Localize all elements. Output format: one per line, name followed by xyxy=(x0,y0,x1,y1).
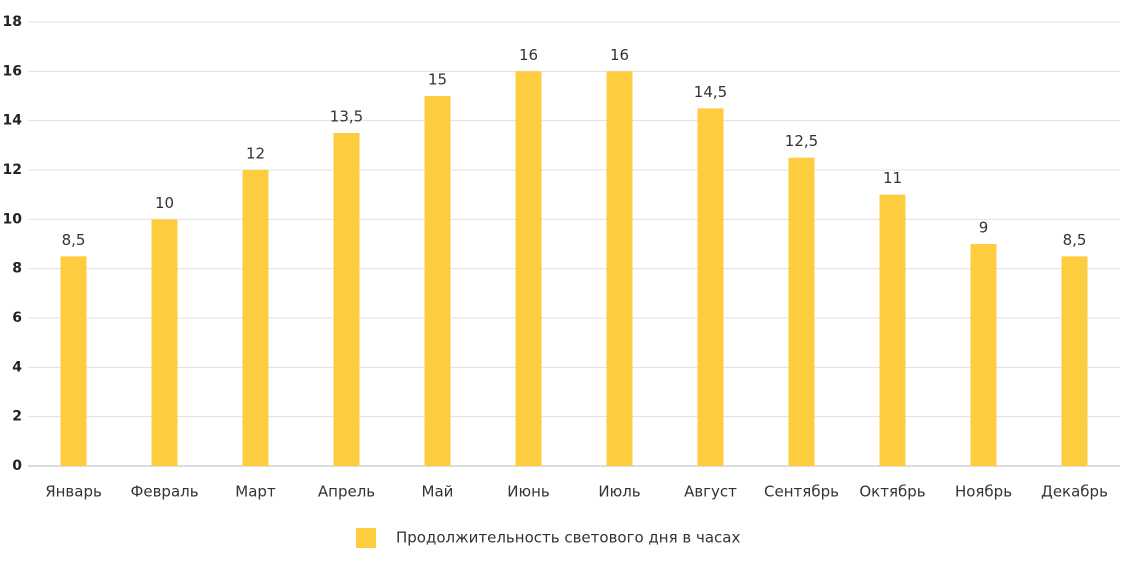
y-tick-label: 16 xyxy=(3,63,22,79)
legend-label: Продолжительность светового дня в часах xyxy=(396,529,740,547)
data-label: 15 xyxy=(428,71,447,89)
y-tick-label: 12 xyxy=(3,162,22,178)
y-tick-label: 18 xyxy=(3,14,22,30)
bar xyxy=(970,244,997,466)
y-tick-label: 0 xyxy=(12,458,22,474)
data-label: 13,5 xyxy=(330,108,363,126)
data-label: 12,5 xyxy=(785,132,818,150)
data-label: 16 xyxy=(519,46,538,64)
x-tick-label: Октябрь xyxy=(859,483,925,501)
data-label: 12 xyxy=(246,145,265,163)
data-label: 8,5 xyxy=(1063,231,1087,249)
y-tick-label: 14 xyxy=(3,113,23,129)
x-tick-label: Май xyxy=(422,483,454,501)
y-tick-label: 10 xyxy=(3,211,23,227)
x-tick-label: Июль xyxy=(598,483,640,501)
x-tick-label: Март xyxy=(235,483,276,501)
y-tick-label: 2 xyxy=(12,409,22,425)
x-tick-label: Июнь xyxy=(507,483,550,501)
bar xyxy=(697,108,724,466)
data-label: 14,5 xyxy=(694,83,727,101)
bar xyxy=(879,194,906,466)
y-tick-label: 6 xyxy=(12,310,22,326)
data-label: 8,5 xyxy=(62,231,86,249)
bar xyxy=(424,96,451,466)
bar xyxy=(151,219,178,466)
x-tick-label: Декабрь xyxy=(1041,483,1108,501)
x-tick-label: Январь xyxy=(45,483,102,501)
bar xyxy=(788,157,815,466)
y-tick-label: 8 xyxy=(12,261,22,277)
x-tick-label: Апрель xyxy=(318,483,375,501)
bar xyxy=(60,256,87,466)
x-tick-label: Февраль xyxy=(130,483,198,501)
x-tick-label: Ноябрь xyxy=(955,483,1012,501)
legend-swatch xyxy=(356,528,376,548)
bar xyxy=(606,71,633,466)
bar xyxy=(242,170,269,466)
bar xyxy=(333,133,360,466)
x-tick-label: Август xyxy=(684,483,737,501)
y-tick-label: 4 xyxy=(12,359,22,375)
data-label: 9 xyxy=(979,219,989,237)
bar xyxy=(1061,256,1088,466)
bar xyxy=(515,71,542,466)
x-tick-label: Сентябрь xyxy=(764,483,839,501)
data-label: 11 xyxy=(883,169,902,187)
data-label: 16 xyxy=(610,46,629,64)
data-label: 10 xyxy=(155,194,174,212)
